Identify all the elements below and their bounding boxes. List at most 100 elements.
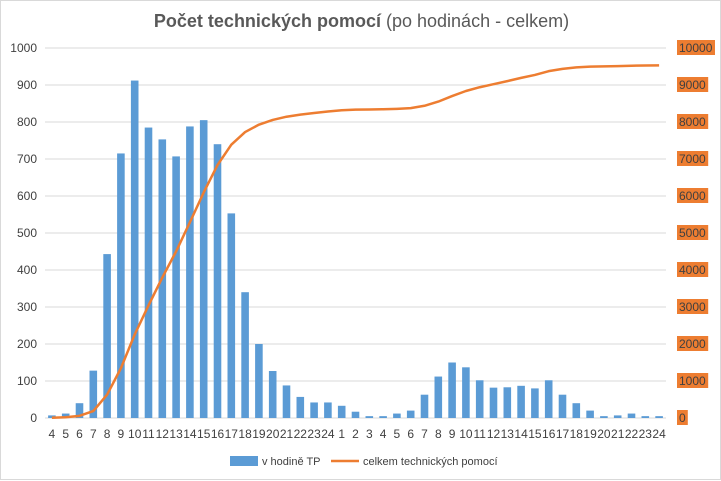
y-right-tick-label: 2000 bbox=[679, 337, 706, 351]
x-tick-label: 14 bbox=[514, 427, 528, 441]
bar bbox=[462, 367, 470, 418]
y-right-tick-bg bbox=[677, 151, 709, 166]
bar bbox=[572, 403, 581, 418]
x-tick-label: 10 bbox=[128, 427, 142, 441]
y-left-tick-label: 900 bbox=[17, 78, 37, 92]
x-tick-label: 24 bbox=[321, 427, 335, 441]
x-tick-label: 13 bbox=[501, 427, 515, 441]
bar bbox=[531, 388, 539, 418]
y-right-tick-bg bbox=[677, 336, 709, 351]
y-right-tick-label: 3000 bbox=[679, 300, 706, 314]
x-tick-label: 3 bbox=[366, 427, 373, 441]
y-left-tick-label: 500 bbox=[17, 226, 37, 240]
x-tick-label: 12 bbox=[487, 427, 501, 441]
bar bbox=[324, 402, 332, 418]
bar bbox=[117, 153, 125, 418]
x-tick-label: 8 bbox=[435, 427, 442, 441]
x-tick-label: 12 bbox=[156, 427, 170, 441]
bar bbox=[213, 144, 222, 418]
cumulative-line bbox=[51, 64, 660, 419]
x-tick-label: 1 bbox=[338, 427, 345, 441]
y-right-tick-bg bbox=[677, 188, 709, 203]
x-tick-label: 7 bbox=[421, 427, 428, 441]
y-right-tick-label: 7000 bbox=[679, 152, 706, 166]
bar bbox=[144, 127, 153, 419]
bar bbox=[448, 362, 456, 418]
bar bbox=[351, 411, 360, 418]
y-right-tick-label: 1000 bbox=[679, 374, 706, 388]
x-tick-label: 6 bbox=[407, 427, 414, 441]
x-tick-label: 21 bbox=[280, 427, 294, 441]
bar bbox=[227, 213, 236, 418]
bar bbox=[434, 376, 443, 418]
x-tick-label: 4 bbox=[380, 427, 387, 441]
x-tick-label: 20 bbox=[266, 427, 280, 441]
bar bbox=[61, 413, 70, 418]
bar bbox=[558, 394, 567, 418]
bar bbox=[393, 413, 401, 418]
y-left-tick-label: 0 bbox=[30, 411, 37, 425]
x-tick-label: 20 bbox=[597, 427, 611, 441]
line-series bbox=[51, 64, 660, 419]
x-tick-label: 4 bbox=[49, 427, 56, 441]
y-right-tick-bg bbox=[677, 114, 709, 129]
bar bbox=[627, 413, 636, 418]
bar bbox=[489, 387, 498, 418]
bar bbox=[420, 394, 429, 418]
y-right-tick-bg bbox=[677, 262, 709, 277]
chart-title: Počet technických pomocí (po hodinách - … bbox=[1, 11, 721, 32]
x-tick-label: 14 bbox=[183, 427, 197, 441]
y-right-tick-label: 6000 bbox=[679, 189, 706, 203]
bar bbox=[172, 156, 180, 418]
x-tick-label: 23 bbox=[639, 427, 653, 441]
x-tick-label: 5 bbox=[62, 427, 69, 441]
x-tick-label: 16 bbox=[542, 427, 556, 441]
bar bbox=[641, 416, 650, 418]
y-left-tick-label: 300 bbox=[17, 300, 37, 314]
x-tick-label: 18 bbox=[238, 427, 252, 441]
y-right-tick-label: 9000 bbox=[679, 78, 706, 92]
x-tick-label: 9 bbox=[449, 427, 456, 441]
x-tick-label: 7 bbox=[90, 427, 97, 441]
bar bbox=[103, 254, 111, 418]
y-right-tick-label: 0 bbox=[679, 411, 686, 425]
x-tick-label: 17 bbox=[225, 427, 239, 441]
x-tick-label: 5 bbox=[394, 427, 401, 441]
chart-title-bold: Počet technických pomocí bbox=[153, 11, 381, 31]
x-tick-label: 8 bbox=[104, 427, 111, 441]
bar-series bbox=[48, 80, 663, 419]
y-right-tick-bg bbox=[677, 373, 709, 388]
bar bbox=[296, 396, 305, 418]
x-tick-label: 23 bbox=[307, 427, 321, 441]
x-tick-label: 15 bbox=[528, 427, 542, 441]
y-left-tick-label: 600 bbox=[17, 189, 37, 203]
x-tick-label: 19 bbox=[583, 427, 597, 441]
bar bbox=[475, 380, 484, 418]
x-tick-label: 11 bbox=[142, 427, 155, 441]
bar bbox=[89, 370, 98, 418]
x-tick-label: 21 bbox=[611, 427, 625, 441]
y-left-tick-label: 1000 bbox=[10, 41, 37, 55]
x-tick-label: 18 bbox=[570, 427, 584, 441]
bar bbox=[255, 344, 263, 418]
x-tick-label: 6 bbox=[76, 427, 83, 441]
legend-label-line: celkem technických pomocí bbox=[363, 456, 498, 468]
x-tick-label: 11 bbox=[473, 427, 486, 441]
bar bbox=[337, 405, 346, 418]
x-tick-label: 16 bbox=[211, 427, 225, 441]
chart-title-rest: (po hodinách - celkem) bbox=[386, 11, 570, 31]
bar bbox=[310, 402, 318, 418]
y-right-tick-bg bbox=[677, 410, 688, 425]
bar bbox=[544, 380, 553, 418]
bar bbox=[75, 403, 84, 418]
x-tick-label: 17 bbox=[556, 427, 570, 441]
y-right-tick-label: 10000 bbox=[679, 41, 713, 55]
y-right-tick-bg bbox=[677, 77, 709, 92]
y-right-tick-label: 4000 bbox=[679, 263, 706, 277]
y-right-tick-bg bbox=[677, 225, 709, 240]
legend-label-bars: v hodině TP bbox=[262, 456, 321, 468]
bar bbox=[503, 387, 512, 418]
y-left-tick-label: 800 bbox=[17, 115, 37, 129]
